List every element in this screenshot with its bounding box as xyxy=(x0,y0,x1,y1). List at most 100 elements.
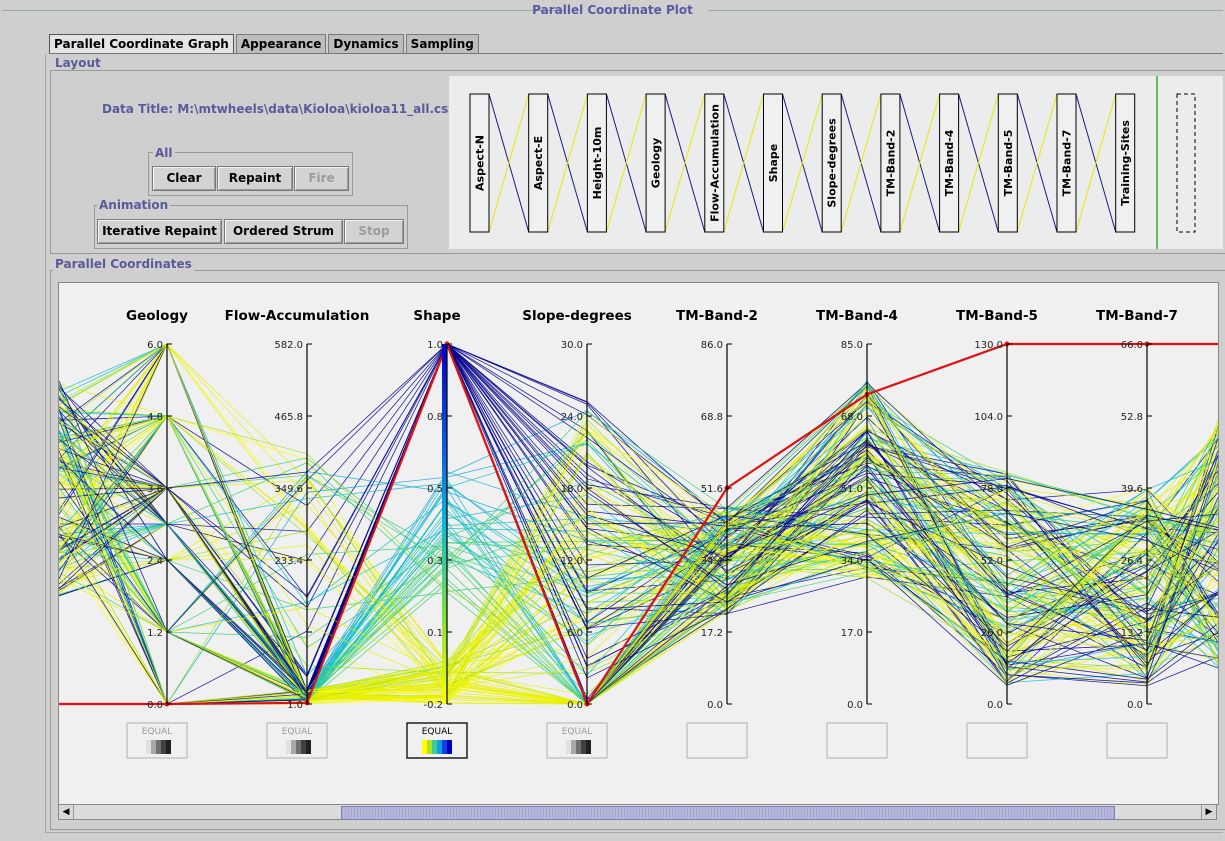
axis-flow-accumulation[interactable]: Flow-Accumulation 582.0 465.8 349.6 233.4 1.0 xyxy=(225,308,370,711)
order-axis-box[interactable] xyxy=(939,93,960,233)
axis-title[interactable]: Geology xyxy=(126,308,188,324)
axis-color-legend-button[interactable]: EQUAL xyxy=(406,722,468,759)
tab-appearance[interactable]: Appearance xyxy=(235,34,327,53)
order-axis-box[interactable] xyxy=(645,93,666,233)
order-axis-box[interactable] xyxy=(880,93,901,233)
axis-tm-band-5[interactable]: TM-Band-5 130.0 104.0 78.0 52.0 26.0 0.0 xyxy=(956,308,1038,711)
legend-swatch xyxy=(571,740,576,754)
axis-tick-label: 233.4 xyxy=(274,556,303,567)
order-axis-box[interactable] xyxy=(528,93,549,233)
axis-color-legend-button[interactable]: EQUAL xyxy=(126,722,188,759)
axis-order-canvas[interactable]: Aspect-N Aspect-E Height-10m Geology Flow-Ac… xyxy=(449,76,1223,249)
legend-swatch xyxy=(566,740,571,754)
order-axis-label: TM-Band-5 xyxy=(1002,130,1015,197)
stop-button[interactable]: Stop xyxy=(344,219,404,244)
tab-parallel-coordinate-graph[interactable]: Parallel Coordinate Graph xyxy=(49,34,234,53)
animation-group-label: Animation xyxy=(97,198,171,212)
order-axis-box[interactable] xyxy=(821,93,842,233)
data-polyline xyxy=(59,407,1218,649)
legend-swatch xyxy=(301,740,306,754)
axis-color-legend-button[interactable]: EQUAL xyxy=(266,722,328,759)
scroll-right-arrow-icon[interactable]: ▶ xyxy=(1201,805,1216,819)
repaint-button[interactable]: Repaint xyxy=(217,166,293,191)
legend-swatch xyxy=(161,740,166,754)
axis-color-legend-button[interactable] xyxy=(1106,722,1168,759)
scrollbar-thumb[interactable] xyxy=(341,806,1115,820)
axis-title[interactable]: Shape xyxy=(413,308,460,324)
order-connector xyxy=(1016,93,1058,233)
axis-geology[interactable]: Geology 6.0 4.8 3.6 2.4 1.2 0.0 xyxy=(126,308,188,711)
axis-title[interactable]: TM-Band-2 xyxy=(676,308,758,324)
clear-button[interactable]: Clear xyxy=(152,166,216,191)
horizontal-scrollbar[interactable]: ◀ ▶ xyxy=(58,804,1217,820)
order-axis-label: TM-Band-7 xyxy=(1061,130,1074,197)
axis-tick-label: 130.0 xyxy=(974,340,1003,351)
legend-swatch xyxy=(156,740,161,754)
order-drop-slot[interactable] xyxy=(1176,93,1196,233)
data-polyline xyxy=(59,410,1218,701)
axis-title[interactable]: TM-Band-7 xyxy=(1096,308,1178,324)
order-axis-box[interactable] xyxy=(704,93,725,233)
order-connector xyxy=(782,93,823,233)
iterative-repaint-button[interactable]: Iterative Repaint xyxy=(97,219,222,244)
order-axis-box[interactable] xyxy=(997,93,1018,233)
order-axis-box[interactable] xyxy=(1056,93,1077,233)
parallel-coordinates-plot[interactable]: Geology 6.0 4.8 3.6 2.4 1.2 0.0 EQUAL Flow-Accum… xyxy=(58,282,1219,805)
parallel-coordinates-section-label: Parallel Coordinates xyxy=(53,257,194,271)
legend-swatch xyxy=(581,740,586,754)
order-axis-box[interactable] xyxy=(1115,93,1136,233)
axis-tick-label: 34.4 xyxy=(701,556,723,567)
window-title-line-right xyxy=(708,10,1223,11)
layout-group xyxy=(50,70,1225,254)
axis-shape[interactable]: Shape 1.0 0.8 0.5 0.3 0.1 -0.2 xyxy=(413,308,460,711)
order-axis-box[interactable] xyxy=(763,93,783,233)
axis-title[interactable]: TM-Band-5 xyxy=(956,308,1038,324)
axis-title[interactable]: Slope-degrees xyxy=(522,308,632,324)
legend-swatch xyxy=(286,740,291,754)
axis-tick-label: 85.0 xyxy=(841,340,863,351)
shape-color-scale-bar xyxy=(442,344,447,704)
main-panel-border xyxy=(45,54,46,833)
axis-tm-band-7[interactable]: TM-Band-7 66.0 52.8 39.6 26.4 13.2 0.0 xyxy=(1096,308,1178,711)
axis-color-legend-button[interactable] xyxy=(966,722,1028,759)
axis-tick-label: 51.0 xyxy=(841,484,863,495)
axis-tick-label: 52.8 xyxy=(1121,412,1143,423)
axis-title[interactable]: Flow-Accumulation xyxy=(225,308,370,324)
axis-tick-label: 0.0 xyxy=(147,700,163,711)
axis-tick-label: 0.0 xyxy=(987,700,1003,711)
all-group-label: All xyxy=(153,146,175,160)
tab-dynamics[interactable]: Dynamics xyxy=(328,34,404,53)
axis-tick-label: 34.0 xyxy=(841,556,863,567)
ordered-strum-button[interactable]: Ordered Strum xyxy=(224,219,343,244)
axis-color-legend-button[interactable] xyxy=(686,722,748,759)
scroll-left-arrow-icon[interactable]: ◀ xyxy=(59,805,74,819)
axis-tm-band-2[interactable]: TM-Band-2 86.0 68.8 51.6 34.4 17.2 0.0 xyxy=(676,308,758,711)
order-axis-box[interactable] xyxy=(469,93,490,233)
order-axis-label: Aspect-N xyxy=(474,135,487,191)
tab-sampling[interactable]: Sampling xyxy=(405,34,479,53)
axis-tick-label: 17.0 xyxy=(841,628,863,639)
order-axis-label: Flow-Accumulation xyxy=(708,104,721,222)
axis-tick-label: 12.0 xyxy=(561,556,583,567)
data-polyline xyxy=(59,397,1218,705)
data-polyline xyxy=(59,343,1218,705)
axis-tick-label: 582.0 xyxy=(274,340,303,351)
axis-tm-band-4[interactable]: TM-Band-4 85.0 68.0 51.0 34.0 17.0 0.0 xyxy=(816,308,898,711)
axis-color-legend-button[interactable]: EQUAL xyxy=(546,722,608,759)
axis-slope-degrees[interactable]: Slope-degrees 30.0 24.0 18.0 12.0 6.0 0.0 xyxy=(522,308,632,711)
legend-swatch xyxy=(146,740,151,754)
window-title-line-left xyxy=(2,10,566,11)
axis-tick-label: 26.4 xyxy=(1121,556,1143,567)
order-axis-label: TM-Band-2 xyxy=(884,130,897,197)
fire-button[interactable]: Fire xyxy=(294,166,349,191)
data-polyline xyxy=(59,439,1218,702)
axis-tick-label: 0.3 xyxy=(427,556,443,567)
axis-color-legend-button[interactable] xyxy=(826,722,888,759)
all-group xyxy=(148,152,353,196)
legend-swatch xyxy=(586,740,591,754)
axis-title[interactable]: TM-Band-4 xyxy=(816,308,898,324)
axis-tick-label: 86.0 xyxy=(701,340,723,351)
order-axis-box[interactable] xyxy=(586,93,607,233)
axis-tick-label: 17.2 xyxy=(701,628,723,639)
legend-swatch xyxy=(427,740,432,754)
